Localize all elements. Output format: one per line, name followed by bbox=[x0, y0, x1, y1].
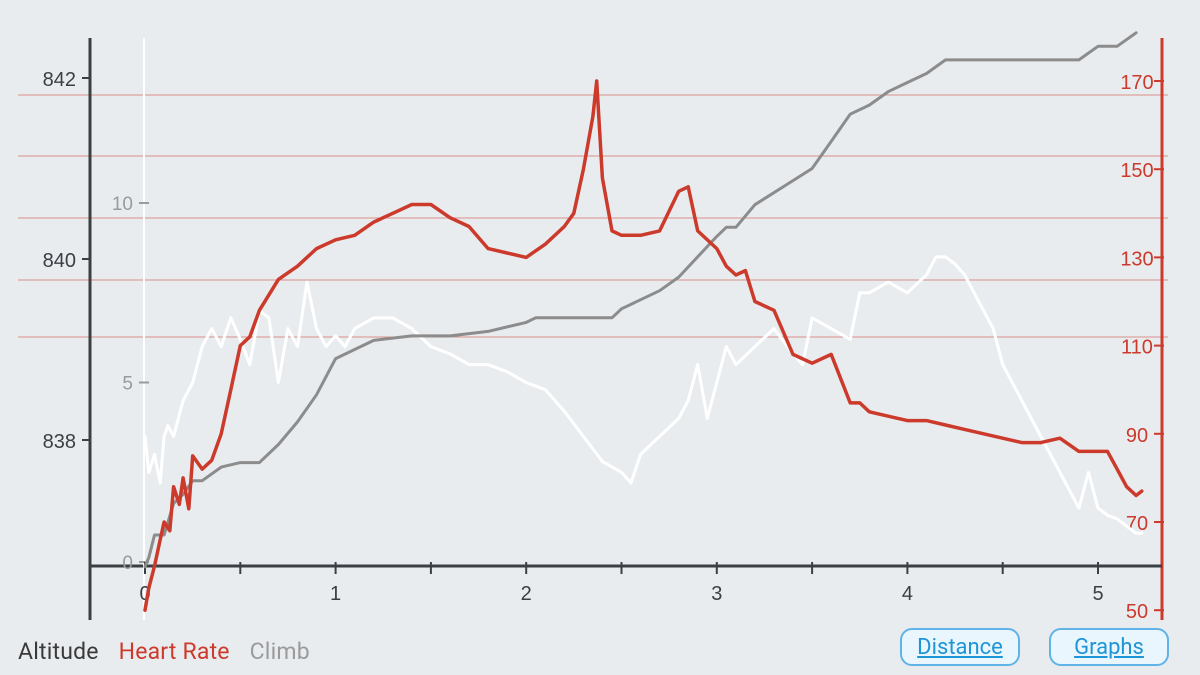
x-tick-label: 3 bbox=[711, 583, 722, 605]
right-tick-label: 130 bbox=[1120, 248, 1153, 270]
x-tick-label: 2 bbox=[521, 583, 532, 605]
right-tick-label: 150 bbox=[1120, 160, 1153, 182]
graphs-button[interactable]: Graphs bbox=[1049, 628, 1169, 666]
right-tick-label: 110 bbox=[1121, 337, 1153, 359]
right-tick-label: 50 bbox=[1126, 601, 1148, 623]
series-line-heart-rate bbox=[143, 79, 1144, 612]
x-tick-label: 5 bbox=[1092, 583, 1103, 605]
x-tick-label: 0 bbox=[139, 583, 150, 605]
series-line-climb bbox=[143, 255, 1144, 535]
right-tick-label: 170 bbox=[1120, 72, 1153, 94]
legend-altitude: Altitude bbox=[18, 638, 99, 665]
climb-tick-label: 10 bbox=[112, 194, 133, 215]
distance-button[interactable]: Distance bbox=[900, 628, 1020, 666]
left-tick-label: 838 bbox=[43, 431, 76, 453]
right-tick-label: 90 bbox=[1126, 425, 1148, 447]
left-tick-label: 842 bbox=[43, 69, 76, 91]
left-tick-label: 840 bbox=[43, 250, 76, 272]
series-line-altitude bbox=[143, 31, 1138, 569]
legend-climb: Climb bbox=[249, 638, 310, 665]
legend-heart-rate: Heart Rate bbox=[118, 638, 230, 665]
climb-tick-label: 0 bbox=[122, 553, 133, 574]
x-tick-label: 1 bbox=[330, 583, 341, 605]
right-tick-label: 70 bbox=[1126, 513, 1148, 535]
climb-tick-label: 5 bbox=[122, 374, 133, 395]
x-tick-label: 4 bbox=[902, 583, 913, 605]
chart-legend: Altitude Heart Rate Climb bbox=[18, 638, 324, 665]
